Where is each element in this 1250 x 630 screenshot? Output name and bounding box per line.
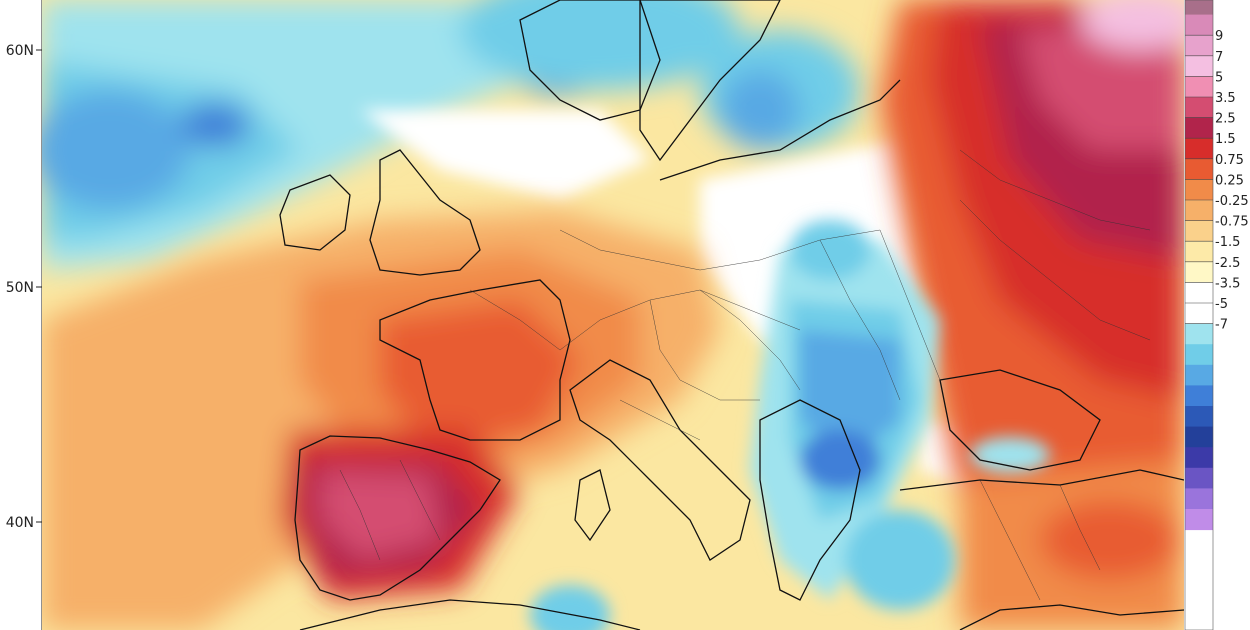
colorbar-swatch <box>1185 282 1213 304</box>
colorbar-swatch <box>1185 200 1213 222</box>
colorbar-swatch <box>1185 261 1213 283</box>
colorbar-swatch <box>1185 488 1213 510</box>
colorbar-label: 1.5 <box>1215 132 1236 147</box>
colorbar-swatch <box>1185 158 1213 180</box>
colorbar-label: -1.5 <box>1215 235 1240 250</box>
colorbar-swatch <box>1185 323 1213 345</box>
colorbar-label: -3.5 <box>1215 276 1240 291</box>
colorbar-swatch <box>1185 76 1213 98</box>
colorbar-swatch <box>1185 14 1213 36</box>
colorbar-swatch <box>1185 35 1213 57</box>
colorbar-label: -0.75 <box>1215 215 1249 230</box>
axis-strip <box>0 0 42 630</box>
colorbar-label: 0.75 <box>1215 153 1244 168</box>
colorbar-swatch <box>1185 179 1213 201</box>
colorbar-swatch <box>1185 467 1213 489</box>
colorbar-swatch <box>1185 303 1213 325</box>
colorbar-label: 3.5 <box>1215 91 1236 106</box>
colorbar-swatch <box>1185 406 1213 428</box>
anomaly-field <box>42 0 1184 630</box>
colorbar-label: -5 <box>1215 297 1228 312</box>
colorbar-swatch <box>1185 220 1213 242</box>
colorbar-swatch <box>1185 364 1213 386</box>
colorbar-label: -2.5 <box>1215 256 1240 271</box>
coastlines <box>279 0 1184 630</box>
colorbar: 9 7 5 3.5 2.5 1.5 0.75 0.25 -0.25 -0.75 -1.5 -2.5 -3… <box>1184 0 1250 630</box>
colorbar-swatch <box>1185 0 1213 16</box>
admin-borders <box>339 149 1151 601</box>
colorbar-label: 9 <box>1215 29 1223 44</box>
colorbar-swatch <box>1185 241 1213 263</box>
colorbar-swatch <box>1185 97 1213 119</box>
colorbar-label: -0.25 <box>1215 194 1249 209</box>
colorbar-label: 7 <box>1215 50 1223 65</box>
colorbar-swatch <box>1185 55 1213 77</box>
colorbar-swatch <box>1185 138 1213 160</box>
colorbar-swatch <box>1185 344 1213 366</box>
colorbar-swatch <box>1185 447 1213 469</box>
colorbar-swatch <box>1185 426 1213 448</box>
colorbar-swatch <box>1185 385 1213 407</box>
lat-label-40n: 40N <box>6 515 34 531</box>
colorbar-label: 0.25 <box>1215 173 1244 188</box>
colorbar-label: 2.5 <box>1215 112 1236 127</box>
colorbar-label: 5 <box>1215 70 1223 85</box>
colorbar-swatch <box>1185 509 1213 531</box>
colorbar-swatch <box>1185 117 1213 139</box>
lat-label-60n: 60N <box>6 43 34 59</box>
colorbar-label: -7 <box>1215 318 1228 333</box>
lat-label-50n: 50N <box>6 280 34 296</box>
